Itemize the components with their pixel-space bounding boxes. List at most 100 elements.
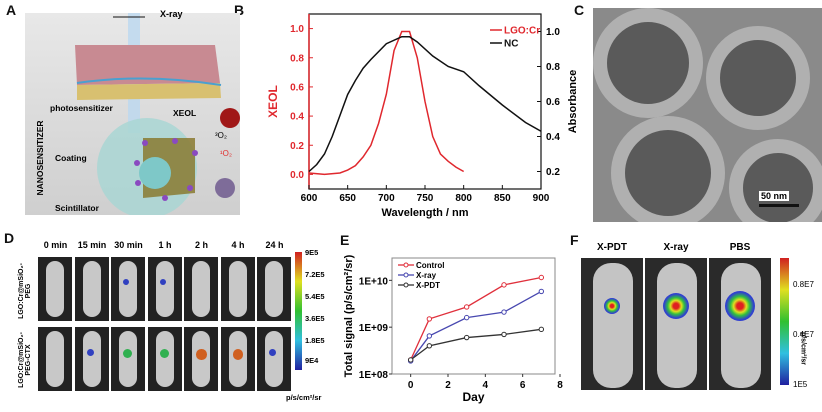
mouse-image	[38, 257, 72, 321]
scintillator-core	[139, 157, 171, 189]
plot-frame	[391, 257, 556, 375]
mouse-body	[155, 331, 174, 387]
data-point	[407, 357, 414, 363]
legend-label: LGO:Cr	[504, 26, 540, 37]
mouse-image	[220, 257, 255, 321]
xeol-absorbance-chart: 600 650 700 750 800 850 900 0.0 0.2 0.4 0.6 0.8 1.0 0…	[266, 13, 579, 219]
signal-spot	[159, 279, 166, 286]
coating-label: Coating	[55, 153, 87, 163]
legend-label: X-ray	[416, 271, 437, 280]
colorbar-unit: p/s/cm²/sr	[286, 393, 322, 402]
legend-marker	[403, 262, 409, 268]
schematic-illustration: X-ray photosensitizer XEOL Coating Scint…	[25, 9, 240, 218]
signal-spot	[196, 349, 207, 360]
panel-label-b: B	[234, 2, 245, 18]
x-tick-label: 800	[455, 193, 472, 204]
y2-axis-title: Absorbance	[567, 70, 579, 134]
data-point	[501, 309, 507, 315]
mouse-image	[147, 257, 182, 321]
signal-spot	[269, 349, 276, 356]
row-label-peg: LGO:Cr@mSiO₂-PEG	[18, 263, 32, 319]
schematic-drawing	[75, 13, 240, 218]
mouse-image	[184, 257, 218, 321]
panel-label-e: E	[340, 232, 350, 248]
mouse-body	[46, 331, 64, 387]
time-label: 2 h	[194, 240, 208, 250]
singlet-oxygen-label: ¹O₂	[220, 149, 232, 158]
fat-layer	[77, 83, 221, 100]
colorbar	[295, 252, 302, 370]
mouse-body	[228, 261, 247, 317]
y-tick-label: 1E+10	[359, 276, 389, 287]
x-tick-label: 900	[533, 193, 550, 204]
x-tick-label: 700	[378, 193, 395, 204]
mouse-body	[119, 261, 137, 317]
scale-bar-label: 50 nm	[759, 191, 790, 201]
imaging-time-series: LGO:Cr@mSiO₂-PEG LGO:Cr@mSiO₂-PEG-CTX p/…	[0, 240, 340, 412]
particle	[593, 8, 703, 118]
colorbar-tick: 3.6E5	[305, 314, 325, 323]
dead-cell-debris	[215, 178, 235, 198]
scale-bar	[759, 204, 799, 207]
mouse-image	[581, 258, 643, 390]
y-axis-title: XEOL	[266, 85, 280, 118]
x-tick-label: 600	[301, 193, 318, 204]
legend-marker	[403, 272, 409, 278]
y2-tick-label: 1.0	[546, 27, 560, 38]
colorbar-tick: 7.2E5	[305, 270, 325, 279]
colorbar-unit: p/s/cm²/sr	[799, 331, 807, 366]
data-point	[538, 288, 545, 295]
data-point	[426, 333, 433, 339]
treatment-imaging: p/s/cm²/sr X-PDT X-ray PBS 0.8E7 0.4E7 1E5	[575, 240, 822, 412]
x-tick-label: 750	[417, 193, 434, 204]
data-point	[463, 314, 470, 321]
photosensitizer-label: photosensitizer	[50, 103, 113, 113]
tumor-signal	[725, 291, 755, 321]
mouse-body	[192, 261, 210, 317]
y-tick-label: 0.0	[290, 170, 304, 181]
data-point	[538, 274, 545, 281]
colorbar-tick: 0.4E7	[793, 330, 814, 339]
scintillator-label: Scintillator	[55, 203, 99, 213]
colorbar-tick: 1E5	[793, 380, 808, 389]
mouse-image	[147, 327, 182, 391]
group-label: X-ray	[663, 242, 689, 253]
nanosensitizer-label: NANOSENSITIZER	[35, 120, 45, 196]
legend-label: NC	[504, 39, 518, 50]
signal-spot	[123, 279, 130, 286]
vessel	[76, 77, 222, 86]
x-tick-label: 0	[408, 380, 414, 391]
series-line-nc	[308, 36, 542, 173]
data-point	[501, 331, 507, 338]
signal-spot	[86, 349, 94, 357]
mouse-body	[46, 261, 64, 317]
x-tick-label: 6	[520, 380, 526, 391]
data-point	[463, 304, 470, 310]
legend-marker	[403, 282, 409, 288]
time-label: 30 min	[114, 240, 143, 250]
triplet-oxygen-label: ³O₂	[215, 131, 227, 140]
y2-tick-label: 0.2	[546, 167, 560, 178]
y-tick-label: 0.4	[290, 112, 304, 123]
particle	[611, 116, 725, 222]
data-point	[538, 326, 545, 333]
x-tick-label: 8	[557, 380, 563, 391]
x-axis-title: Day	[462, 390, 484, 404]
mouse-body	[155, 261, 174, 317]
xeol-label: XEOL	[173, 108, 197, 118]
mouse-image	[111, 327, 145, 391]
data-point	[426, 343, 433, 349]
y2-tick-label: 0.6	[546, 97, 560, 108]
colorbar-tick: 5.4E5	[305, 292, 325, 301]
y-axis-title: Total signal (p/s/cm²/sr)	[343, 254, 355, 377]
series-line-lgocr	[308, 30, 465, 176]
colorbar-tick: 9E4	[305, 355, 319, 365]
panel-label-d: D	[4, 230, 15, 246]
x-tick-label: 650	[339, 193, 356, 204]
mouse-image	[709, 258, 771, 390]
photosensitizer-dots	[134, 138, 198, 201]
mouse-body	[119, 331, 137, 387]
mouse-body	[265, 261, 283, 317]
time-label: 0 min	[43, 240, 68, 250]
